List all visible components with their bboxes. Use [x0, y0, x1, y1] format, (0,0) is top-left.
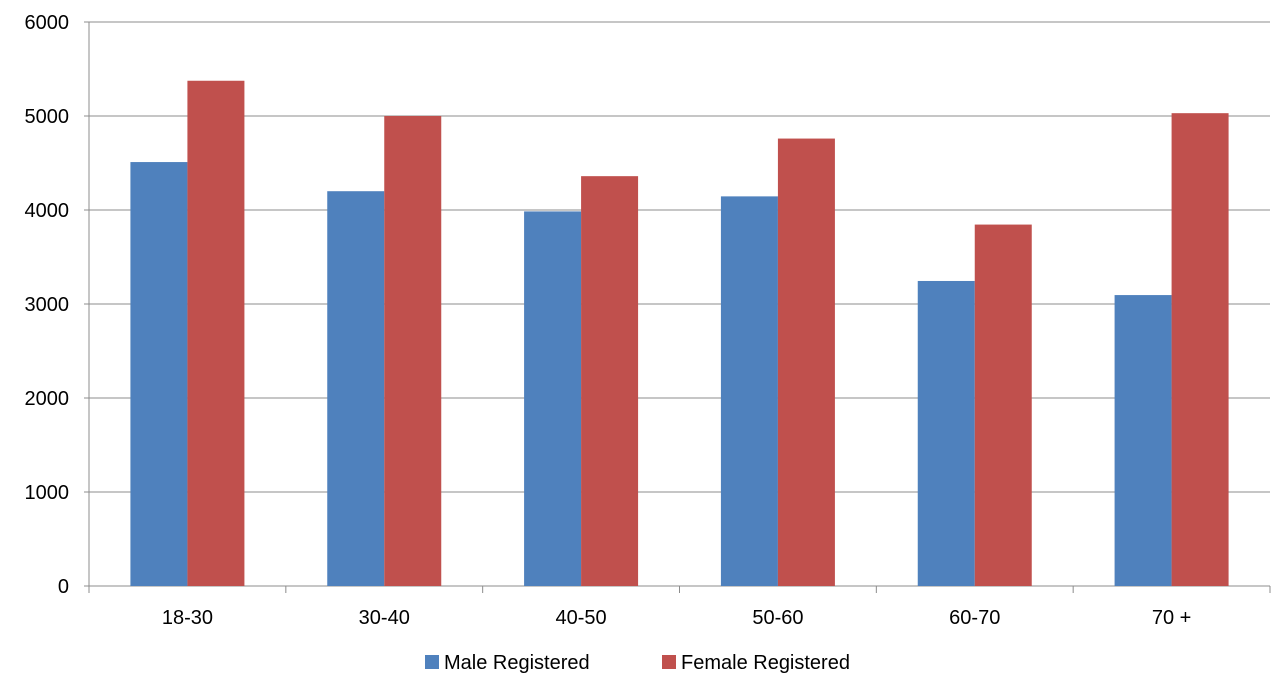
x-tick-label: 18-30: [162, 607, 213, 629]
y-tick-label: 4000: [25, 200, 70, 222]
x-tick-label: 60-70: [949, 607, 1000, 629]
legend-label-female-registered: Female Registered: [681, 652, 850, 674]
legend-label-male-registered: Male Registered: [444, 652, 590, 674]
gridlines: [89, 21, 1270, 493]
bar-male-registered-70plus: [1114, 295, 1172, 586]
x-tick-label: 70 +: [1152, 607, 1191, 629]
bar-female-registered-50-60: [777, 138, 835, 586]
bar-female-registered-30-40: [384, 116, 442, 586]
x-tick-label: 30-40: [359, 607, 410, 629]
x-tick-label: 40-50: [556, 607, 607, 629]
bar-female-registered-18-30: [187, 80, 245, 586]
bar-male-registered-50-60: [720, 196, 778, 586]
bar-male-registered-18-30: [130, 162, 188, 586]
y-tick-label: 0: [58, 576, 69, 598]
bar-male-registered-40-50: [524, 211, 582, 586]
y-tick-label: 2000: [25, 388, 70, 410]
bars: [130, 80, 1229, 587]
bar-female-registered-40-50: [581, 176, 639, 586]
bar-female-registered-60-70: [974, 224, 1032, 586]
y-tick-label: 1000: [25, 482, 70, 504]
bar-male-registered-30-40: [327, 191, 385, 586]
tick-labels: 0 1000 2000 3000 4000 5000 6000 18-30 30-40 40-50…: [25, 12, 1192, 629]
y-tick-label: 6000: [25, 12, 70, 34]
legend-swatch-female-registered: [662, 655, 676, 669]
y-tick-label: 3000: [25, 294, 70, 316]
legend: Male Registered Female Registered: [425, 652, 850, 674]
bar-female-registered-70plus: [1171, 113, 1229, 587]
y-tick-label: 5000: [25, 106, 70, 128]
axes: [84, 21, 1271, 593]
x-tick-label: 50-60: [752, 607, 803, 629]
bar-male-registered-60-70: [917, 280, 975, 586]
legend-swatch-male-registered: [425, 655, 439, 669]
